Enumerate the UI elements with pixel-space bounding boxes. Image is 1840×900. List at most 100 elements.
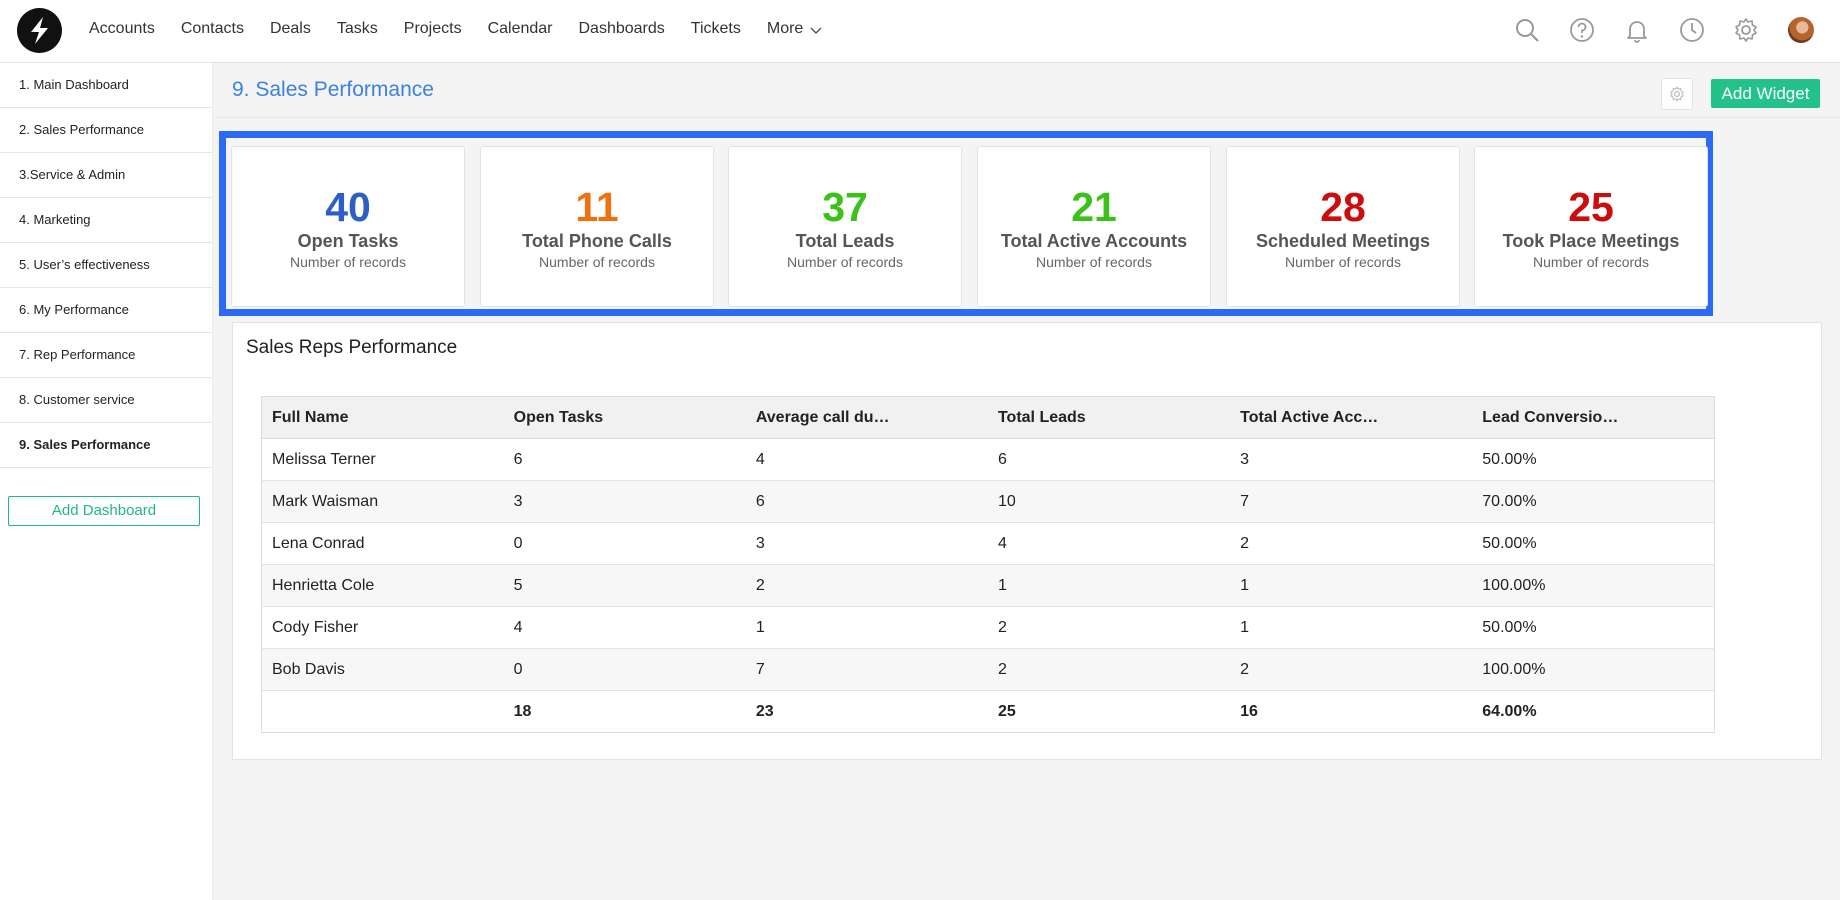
- kpi-highlight-frame: [219, 131, 1713, 316]
- table-cell: Lena Conrad: [261, 522, 504, 565]
- nav-item-contacts[interactable]: Contacts: [180, 20, 244, 37]
- kpi-subtitle: Number of records: [1036, 254, 1152, 270]
- kpi-card-scheduled-meetings[interactable]: 28 Scheduled Meetings Number of records: [1226, 146, 1460, 307]
- sidebar-item-my-performance[interactable]: 6. My Performance: [0, 288, 212, 333]
- kpi-card-open-tasks[interactable]: 40 Open Tasks Number of records: [231, 146, 465, 307]
- main-nav: Accounts Contacts Deals Tasks Projects C…: [89, 0, 848, 58]
- nav-item-calendar[interactable]: Calendar: [487, 20, 553, 37]
- table-cell: 50.00%: [1472, 438, 1715, 481]
- column-header-lead-conversion[interactable]: Lead Conversio…: [1472, 396, 1715, 439]
- help-icon[interactable]: [1569, 17, 1595, 43]
- sidebar-item-service-admin[interactable]: 3.Service & Admin: [0, 153, 212, 198]
- table-row[interactable]: Melissa Terner 6 4 6 3 50.00%: [261, 438, 1715, 481]
- table-cell: 1: [1230, 606, 1473, 649]
- widget-title: Sales Reps Performance: [246, 337, 458, 358]
- table-row[interactable]: Mark Waisman 3 6 10 7 70.00%: [261, 480, 1715, 523]
- sidebar-item-rep-performance[interactable]: 7. Rep Performance: [0, 333, 212, 378]
- sidebar-item-customer-service[interactable]: 8. Customer service: [0, 378, 212, 423]
- kpi-value: 21: [1071, 184, 1117, 230]
- table-cell: 10: [987, 480, 1231, 523]
- column-header-total-leads[interactable]: Total Leads: [987, 396, 1231, 439]
- sidebar-item-sales-performance-9[interactable]: 9. Sales Performance: [0, 423, 212, 468]
- table-cell: 3: [503, 480, 746, 523]
- nav-more-menu[interactable]: More: [767, 20, 822, 38]
- search-icon[interactable]: [1514, 17, 1540, 43]
- table-cell: 6: [987, 438, 1231, 481]
- table-row[interactable]: Henrietta Cole 5 2 1 1 100.00%: [261, 564, 1715, 607]
- add-widget-button[interactable]: Add Widget: [1711, 79, 1820, 108]
- kpi-card-took-place-meetings[interactable]: 25 Took Place Meetings Number of records: [1474, 146, 1708, 307]
- kpi-value: 25: [1568, 184, 1614, 230]
- brand-logo-icon[interactable]: [17, 8, 62, 53]
- kpi-value: 37: [822, 184, 868, 230]
- nav-item-deals[interactable]: Deals: [269, 20, 311, 37]
- page-title: 9. Sales Performance: [232, 78, 434, 101]
- sidebar-item-marketing[interactable]: 4. Marketing: [0, 198, 212, 243]
- kpi-title: Total Active Accounts: [1000, 231, 1188, 251]
- header-divider: [216, 117, 1840, 118]
- kpi-subtitle: Number of records: [290, 254, 406, 270]
- kpi-value: 40: [325, 184, 371, 230]
- table-cell: 2: [745, 564, 988, 607]
- add-dashboard-button[interactable]: Add Dashboard: [8, 496, 200, 526]
- gear-icon[interactable]: [1733, 17, 1759, 43]
- kpi-title: Total Leads: [795, 231, 895, 251]
- table-cell: 64.00%: [1472, 690, 1715, 733]
- table-cell: 3: [745, 522, 988, 565]
- table-cell: 5: [503, 564, 746, 607]
- nav-item-tasks[interactable]: Tasks: [336, 20, 378, 37]
- bell-icon[interactable]: [1624, 17, 1650, 43]
- table-row[interactable]: Cody Fisher 4 1 2 1 50.00%: [261, 606, 1715, 649]
- table-cell: Henrietta Cole: [261, 564, 504, 607]
- table-cell: 4: [503, 606, 746, 649]
- table-cell: 100.00%: [1472, 564, 1715, 607]
- sidebar-item-sales-performance-2[interactable]: 2. Sales Performance: [0, 108, 212, 153]
- user-avatar[interactable]: [1788, 17, 1814, 43]
- kpi-card-total-active-accounts[interactable]: 21 Total Active Accounts Number of recor…: [977, 146, 1211, 307]
- sidebar-item-users-effectiveness[interactable]: 5. User’s effectiveness: [0, 243, 212, 288]
- column-header-full-name[interactable]: Full Name: [261, 396, 504, 439]
- nav-item-tickets[interactable]: Tickets: [690, 20, 741, 37]
- column-header-average-call-duration[interactable]: Average call du…: [745, 396, 988, 439]
- table-cell: 18: [503, 690, 746, 733]
- table-cell: 6: [503, 438, 746, 481]
- table-row[interactable]: Bob Davis 0 7 2 2 100.00%: [261, 648, 1715, 691]
- column-header-open-tasks[interactable]: Open Tasks: [503, 396, 746, 439]
- kpi-title: Scheduled Meetings: [1255, 231, 1431, 251]
- table-cell: 3: [1230, 438, 1473, 481]
- kpi-subtitle: Number of records: [539, 254, 655, 270]
- sidebar-item-main-dashboard[interactable]: 1. Main Dashboard: [0, 63, 212, 108]
- gear-icon: [1670, 86, 1684, 102]
- kpi-card-total-leads[interactable]: 37 Total Leads Number of records: [728, 146, 962, 307]
- dashboard-settings-button[interactable]: [1661, 78, 1693, 110]
- nav-item-projects[interactable]: Projects: [403, 20, 462, 37]
- kpi-subtitle: Number of records: [787, 254, 903, 270]
- table-row[interactable]: Lena Conrad 0 3 4 2 50.00%: [261, 522, 1715, 565]
- table-cell: Cody Fisher: [261, 606, 504, 649]
- table-header-row: Full Name Open Tasks Average call du… To…: [261, 396, 1715, 439]
- chevron-down-icon: [810, 27, 822, 34]
- table-cell: 2: [987, 606, 1231, 649]
- kpi-subtitle: Number of records: [1533, 254, 1649, 270]
- kpi-value: 28: [1320, 184, 1366, 230]
- table-cell: 25: [987, 690, 1231, 733]
- kpi-title: Open Tasks: [297, 231, 399, 251]
- table-cell: 4: [987, 522, 1231, 565]
- table-cell: 1: [745, 606, 988, 649]
- dashboard-sidebar: 1. Main Dashboard 2. Sales Performance 3…: [0, 63, 213, 900]
- table-cell: 2: [987, 648, 1231, 691]
- table-cell: 23: [745, 690, 988, 733]
- sales-reps-table: Full Name Open Tasks Average call du… To…: [261, 396, 1715, 733]
- column-header-total-active-accounts[interactable]: Total Active Acc…: [1230, 396, 1473, 439]
- table-cell: 4: [745, 438, 988, 481]
- clock-icon[interactable]: [1679, 17, 1705, 43]
- table-cell: 7: [1230, 480, 1473, 523]
- nav-item-dashboards[interactable]: Dashboards: [578, 20, 665, 37]
- table-cell: 70.00%: [1472, 480, 1715, 523]
- nav-item-accounts[interactable]: Accounts: [89, 20, 155, 37]
- table-cell: Mark Waisman: [261, 480, 504, 523]
- kpi-subtitle: Number of records: [1285, 254, 1401, 270]
- kpi-card-total-phone-calls[interactable]: 11 Total Phone Calls Number of records: [480, 146, 714, 307]
- table-cell: Melissa Terner: [261, 438, 504, 481]
- table-cell: 16: [1230, 690, 1473, 733]
